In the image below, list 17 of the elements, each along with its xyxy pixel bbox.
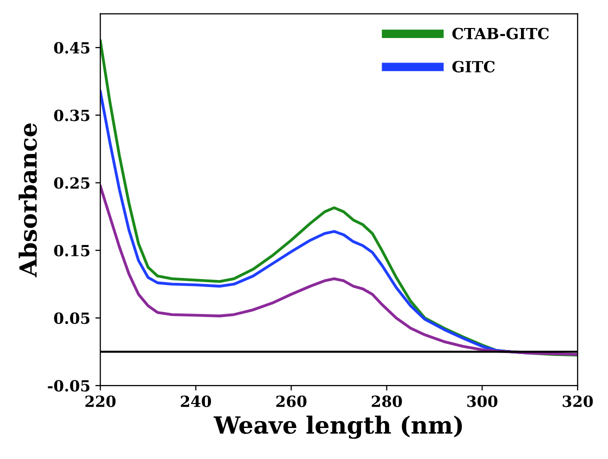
x-axis-title: Weave length (nm): [214, 416, 462, 439]
y-tick-label: 0.15: [54, 244, 90, 256]
y-tick-label: 0.05: [54, 312, 90, 324]
legend-label: CTAB-GITC: [452, 28, 549, 40]
x-tick-label: 240: [180, 396, 212, 408]
x-tick-label: 320: [562, 396, 593, 408]
y-tick-label: 0.45: [54, 42, 90, 54]
x-tick-label: 220: [85, 396, 116, 408]
x-tick-label: 300: [467, 396, 498, 408]
y-tick-label: 0.35: [54, 110, 90, 122]
y-tick-label: -0.05: [48, 380, 90, 392]
legend-label: GITC: [452, 60, 495, 72]
x-tick-label: 260: [276, 396, 306, 408]
x-tick-label: 280: [372, 396, 402, 408]
y-axis-title: Absorbance: [18, 123, 37, 278]
y-tick-label: 0.25: [54, 177, 90, 189]
line-series: [100, 184, 578, 356]
